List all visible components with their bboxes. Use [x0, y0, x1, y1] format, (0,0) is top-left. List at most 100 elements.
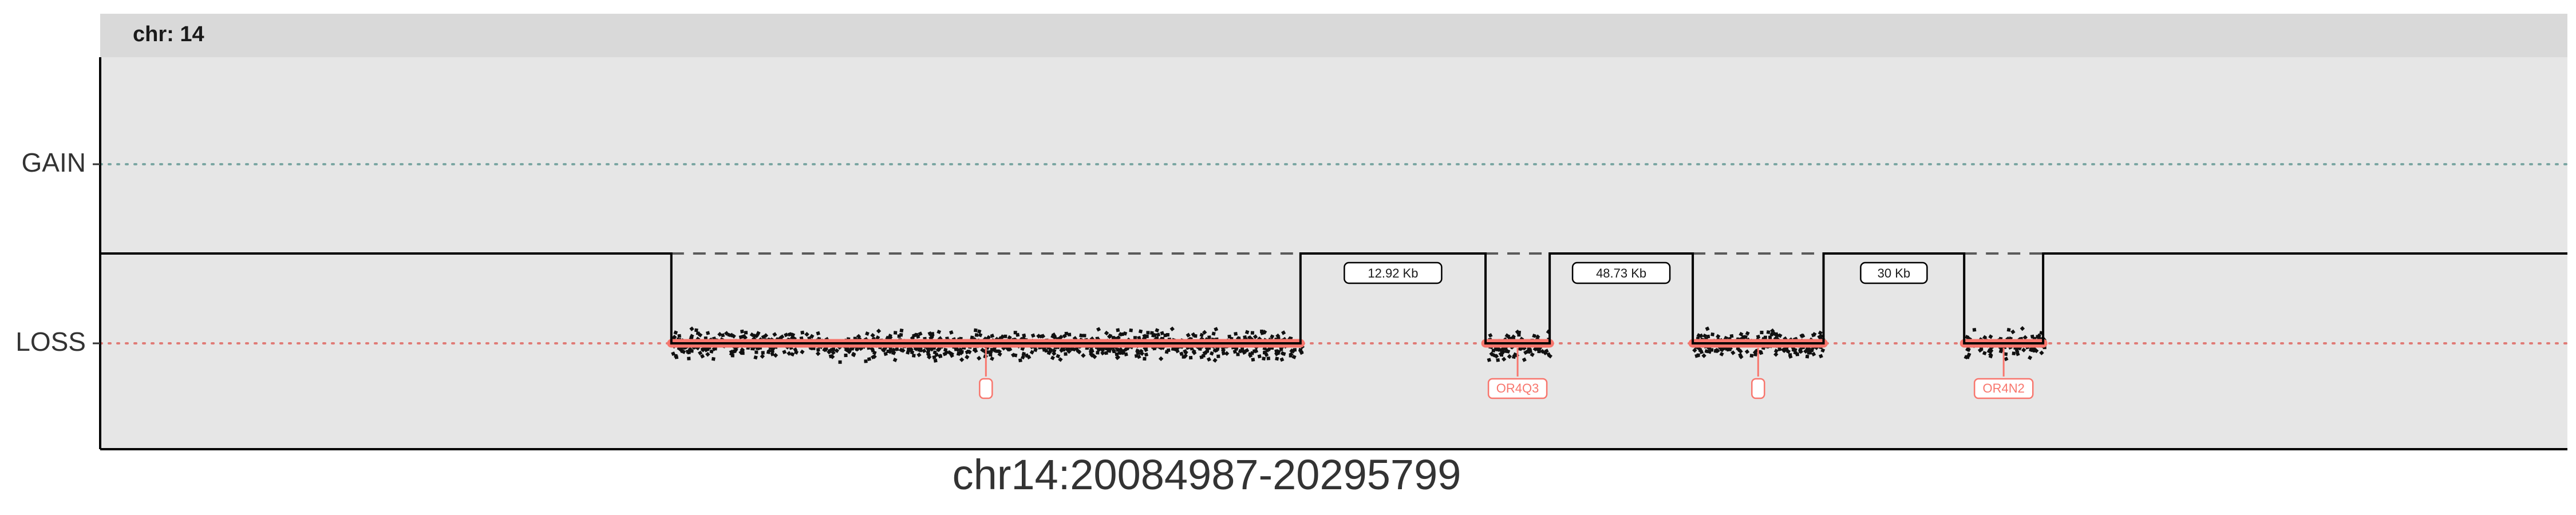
- probe-point: [880, 347, 886, 352]
- probe-point: [1003, 334, 1008, 338]
- probe-point: [2012, 351, 2016, 355]
- probe-point: [1698, 348, 1702, 352]
- probe-point: [689, 326, 694, 331]
- probe-point: [1289, 351, 1294, 357]
- probe-point: [915, 334, 920, 339]
- probe-point: [1039, 334, 1044, 339]
- facet-label: chr: 14: [133, 22, 204, 46]
- probe-point: [1029, 350, 1034, 355]
- probe-point: [1129, 328, 1133, 332]
- probe-point: [1170, 326, 1175, 332]
- probe-point: [1013, 331, 1017, 335]
- probe-point: [1092, 354, 1097, 359]
- probe-point: [1216, 354, 1220, 358]
- probe-point: [2030, 347, 2036, 353]
- probe-point: [919, 348, 923, 352]
- gene-label-2: OR4Q3: [1496, 381, 1539, 395]
- probe-point: [2039, 350, 2044, 355]
- probe-point: [772, 332, 777, 337]
- probe-point: [1512, 352, 1518, 357]
- probe-point: [2022, 335, 2028, 340]
- probe-point: [687, 356, 691, 360]
- probe-point: [908, 346, 914, 351]
- probe-point: [872, 354, 877, 359]
- probe-point: [976, 355, 982, 361]
- y-tick-label-loss: LOSS: [15, 327, 86, 356]
- probe-point: [1250, 351, 1254, 355]
- probe-point: [1152, 332, 1157, 338]
- probe-point: [1166, 348, 1171, 352]
- probe-point: [1710, 332, 1715, 336]
- probe-point: [1224, 351, 1230, 356]
- probe-point: [1096, 327, 1101, 332]
- probe-point: [1056, 354, 1061, 359]
- probe-point: [958, 347, 963, 352]
- probe-point: [1803, 348, 1808, 354]
- probe-point: [1501, 356, 1507, 362]
- probe-point: [694, 328, 698, 332]
- probe-point: [741, 351, 745, 355]
- probe-point: [2006, 327, 2011, 332]
- probe-point: [773, 352, 779, 358]
- probe-point: [834, 348, 840, 353]
- probe-point: [2004, 356, 2009, 362]
- probe-point: [1544, 348, 1549, 354]
- probe-point: [1811, 332, 1816, 338]
- probe-point: [831, 350, 836, 355]
- probe-point: [1540, 348, 1545, 354]
- gene-label-4: OR4N2: [1982, 381, 2024, 395]
- probe-point: [997, 349, 1002, 354]
- probe-point: [1799, 333, 1804, 338]
- probe-point: [933, 350, 937, 355]
- probe-point: [1741, 335, 1745, 339]
- probe-point: [2004, 352, 2008, 356]
- probe-point: [1247, 335, 1252, 340]
- probe-point: [1257, 354, 1262, 359]
- probe-point: [870, 332, 875, 338]
- probe-point: [893, 331, 898, 335]
- probe-point: [973, 347, 977, 352]
- probe-point: [942, 351, 947, 356]
- gap-label-2: 48.73 Kb: [1596, 266, 1646, 280]
- probe-point: [1719, 351, 1724, 356]
- probe-point: [876, 328, 882, 334]
- probe-point: [763, 333, 769, 338]
- probe-point: [1207, 335, 1211, 339]
- probe-point: [1530, 352, 1535, 357]
- strip-background: [100, 14, 2567, 57]
- probe-point: [1138, 329, 1143, 334]
- probe-point: [1988, 354, 1993, 359]
- probe-point: [1281, 330, 1286, 335]
- gap-label-box-3: [1860, 262, 1928, 284]
- probe-point: [1736, 347, 1741, 352]
- probe-point: [1096, 351, 1100, 355]
- probe-point: [1064, 352, 1068, 356]
- probe-point: [1033, 347, 1038, 352]
- probe-point: [1199, 332, 1204, 338]
- probe-point: [816, 348, 820, 352]
- probe-point: [1972, 328, 1977, 332]
- probe-point: [741, 334, 746, 339]
- probe-point: [1818, 334, 1824, 339]
- probe-point: [1221, 351, 1226, 356]
- probe-point: [700, 354, 705, 359]
- probe-point: [1745, 331, 1750, 336]
- probe-point: [754, 350, 758, 354]
- probe-point: [1760, 331, 1764, 335]
- probe-point: [1158, 356, 1164, 362]
- probe-point: [926, 348, 931, 354]
- probe-point: [1702, 333, 1708, 338]
- probe-point: [793, 350, 799, 355]
- probe-point: [966, 349, 970, 354]
- probe-point: [929, 347, 934, 352]
- probe-point: [943, 347, 948, 352]
- probe-point: [1232, 349, 1237, 354]
- probe-point: [1496, 358, 1500, 362]
- probe-point: [875, 335, 880, 340]
- probe-point: [2015, 351, 2020, 356]
- probe-point: [1788, 353, 1792, 357]
- probe-point: [1202, 330, 1207, 335]
- probe-point: [1198, 347, 1202, 351]
- probe-point: [1696, 353, 1700, 357]
- probe-point: [1160, 331, 1164, 335]
